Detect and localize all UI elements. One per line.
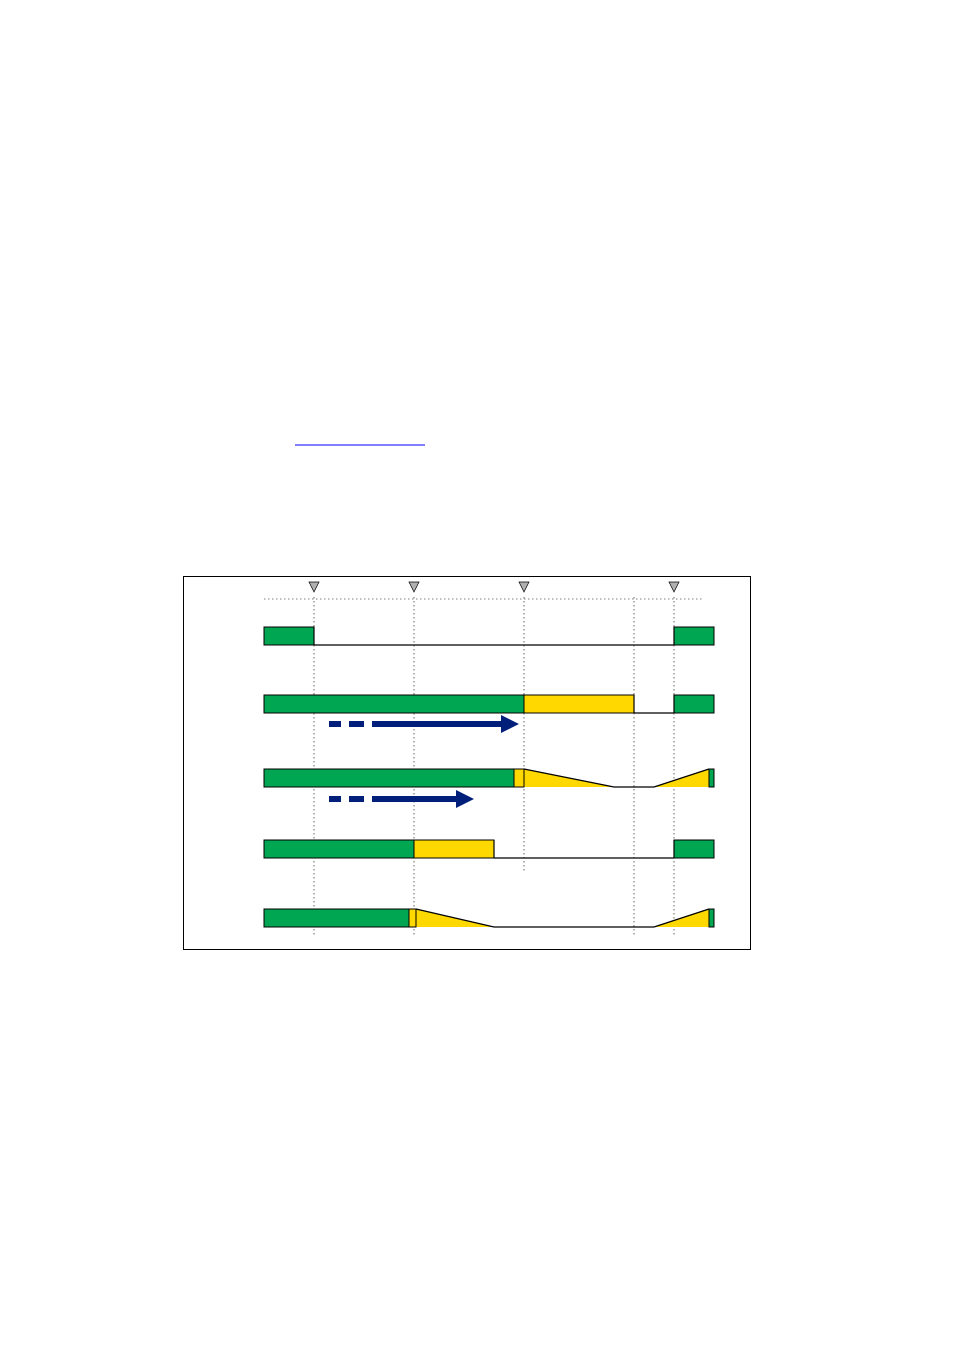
signal-bar bbox=[414, 840, 494, 858]
signal-bar bbox=[264, 840, 414, 858]
signal-bar bbox=[264, 627, 314, 645]
signal-bar bbox=[409, 909, 416, 927]
timing-diagram bbox=[183, 576, 751, 950]
signal-bar bbox=[524, 695, 634, 713]
time-marker bbox=[409, 582, 419, 592]
time-marker bbox=[669, 582, 679, 592]
signal-bar bbox=[264, 695, 524, 713]
hyperlink-placeholder[interactable] bbox=[295, 435, 425, 450]
signal-bar bbox=[674, 840, 714, 858]
signal-bar bbox=[709, 909, 714, 927]
signal-bar bbox=[264, 769, 514, 787]
arrow-head bbox=[456, 790, 474, 808]
link-underline bbox=[295, 435, 425, 450]
time-marker bbox=[309, 582, 319, 592]
signal-bar bbox=[709, 769, 714, 787]
signal-bar bbox=[674, 695, 714, 713]
diagram-svg bbox=[184, 577, 752, 951]
arrow-head bbox=[501, 715, 519, 733]
signal-bar bbox=[674, 627, 714, 645]
time-marker bbox=[519, 582, 529, 592]
signal-bar bbox=[514, 769, 524, 787]
signal-bar bbox=[264, 909, 409, 927]
